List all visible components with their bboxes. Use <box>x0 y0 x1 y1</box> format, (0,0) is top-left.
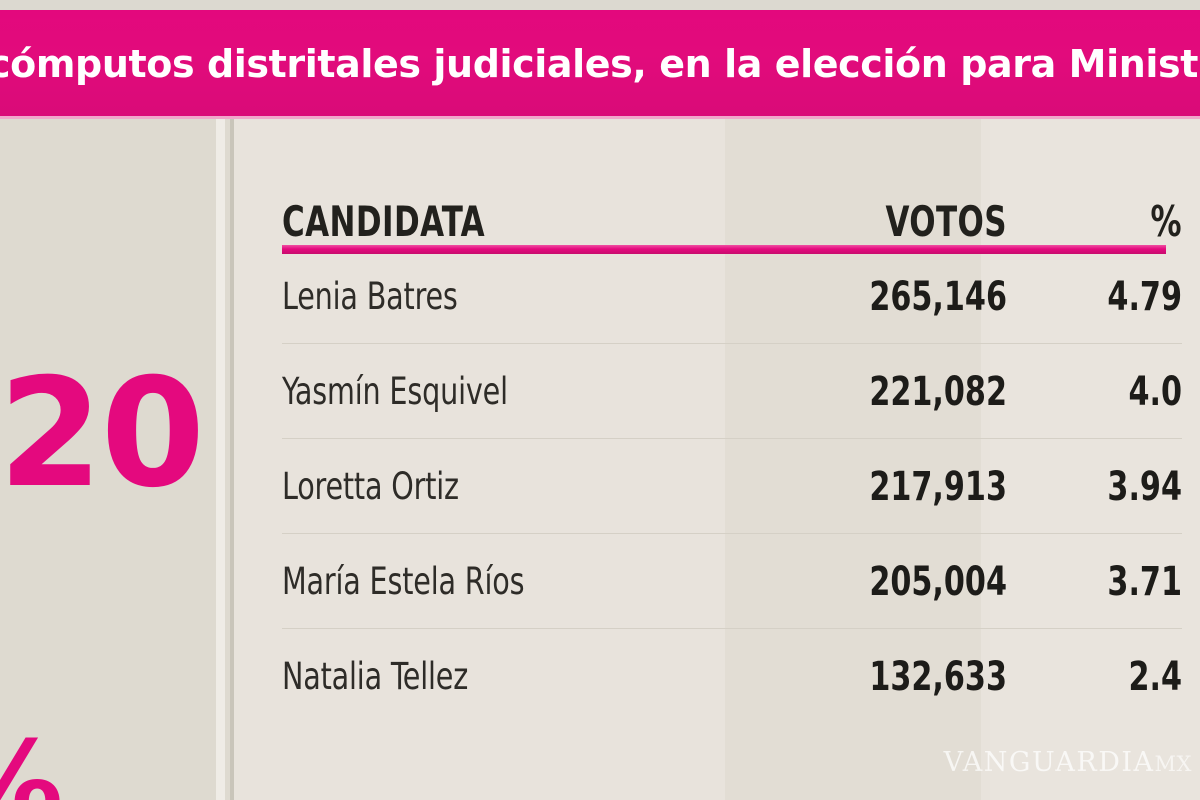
cell-percent: 2.4 <box>1128 653 1182 700</box>
table-row[interactable]: Natalia Tellez 132,633 2.4 <box>234 629 1200 724</box>
table-row[interactable]: Lenia Batres 265,146 4.79 <box>234 249 1200 344</box>
table-row[interactable]: María Estela Ríos 205,004 3.71 <box>234 534 1200 629</box>
cell-votos: 205,004 <box>869 558 1007 605</box>
row-separator <box>282 533 1182 534</box>
sidebar-big-number: 920 <box>0 347 205 521</box>
header-underline <box>0 116 1200 119</box>
results-table: CANDIDATA VOTOS % Lenia Batres 265,146 4… <box>234 119 1200 724</box>
sidebar-percent-symbol: % <box>0 727 63 800</box>
cell-candidata: Yasmín Esquivel <box>282 370 508 413</box>
cell-percent: 3.94 <box>1107 463 1182 510</box>
percent-column-tint <box>990 119 1200 800</box>
cell-votos: 265,146 <box>869 273 1007 320</box>
cell-candidata: María Estela Ríos <box>282 560 525 603</box>
cell-candidata: Natalia Tellez <box>282 655 469 698</box>
cell-percent: 4.0 <box>1128 368 1182 415</box>
panel-divider-light <box>216 119 225 800</box>
cell-candidata: Lenia Batres <box>282 275 458 318</box>
cell-candidata: Loretta Ortiz <box>282 465 459 508</box>
cell-votos: 132,633 <box>869 653 1007 700</box>
header-band: cómputos distritales judiciales, en la e… <box>0 10 1200 118</box>
cell-votos: 217,913 <box>869 463 1007 510</box>
header-accent-rule <box>282 245 1166 254</box>
row-separator <box>282 628 1182 629</box>
sidebar-stat-panel: S 920 IÓN IA % <box>0 119 216 800</box>
cell-percent: 3.71 <box>1107 558 1182 605</box>
column-header-votos: VOTOS <box>885 197 1007 246</box>
column-header-percent: % <box>1150 197 1182 246</box>
panel-divider-mid <box>225 119 230 800</box>
results-table-panel: CANDIDATA VOTOS % Lenia Batres 265,146 4… <box>234 119 1200 800</box>
page-title: cómputos distritales judiciales, en la e… <box>0 42 1200 86</box>
row-separator <box>282 343 1182 344</box>
cell-percent: 4.79 <box>1107 273 1182 320</box>
panel-divider-dark <box>230 119 234 800</box>
cell-votos: 221,082 <box>869 368 1007 415</box>
row-separator <box>282 438 1182 439</box>
column-header-candidata: CANDIDATA <box>282 197 486 246</box>
table-header-row: CANDIDATA VOTOS % <box>234 119 1200 249</box>
table-row[interactable]: Yasmín Esquivel 221,082 4.0 <box>234 344 1200 439</box>
top-strip <box>0 0 1200 10</box>
votes-column-tint <box>725 119 981 800</box>
table-row[interactable]: Loretta Ortiz 217,913 3.94 <box>234 439 1200 534</box>
